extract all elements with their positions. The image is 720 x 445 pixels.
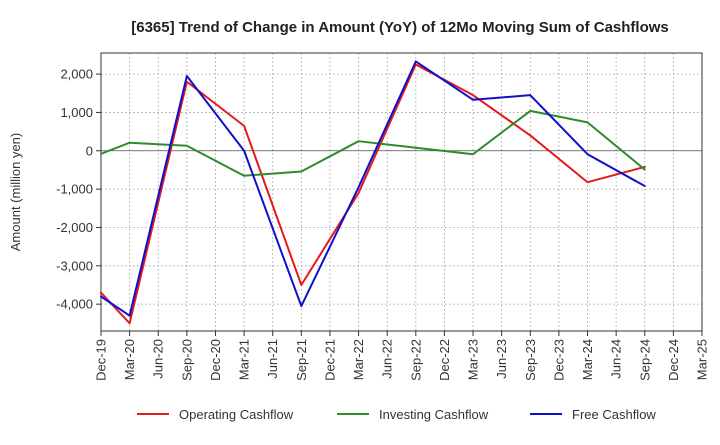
x-tick-label: Mar-22 xyxy=(351,339,366,380)
x-tick-label: Jun-23 xyxy=(494,339,509,379)
x-tick-label: Mar-20 xyxy=(122,339,137,380)
x-tick-label: Dec-19 xyxy=(94,339,109,381)
x-tick-label: Sep-22 xyxy=(408,339,423,381)
legend-label-free-cashflow: Free Cashflow xyxy=(572,407,656,422)
legend-label-investing-cashflow: Investing Cashflow xyxy=(379,407,489,422)
x-tick-label: Mar-24 xyxy=(580,339,595,380)
series-line-free-cashflow xyxy=(100,60,646,317)
y-axis-label: Amount (million yen) xyxy=(8,133,23,252)
x-tick-label: Jun-21 xyxy=(265,339,280,379)
legend: Operating Cashflow Investing Cashflow Free… xyxy=(137,407,656,422)
x-tick-label: Jun-20 xyxy=(151,339,166,379)
y-tick-label: 0 xyxy=(86,143,93,158)
x-tick-label: Mar-25 xyxy=(695,339,710,380)
plot-background xyxy=(101,53,702,331)
x-tick-label: Mar-23 xyxy=(466,339,481,380)
legend-label-operating-cashflow: Operating Cashflow xyxy=(179,407,294,422)
x-tick-label: Dec-20 xyxy=(208,339,223,381)
plot-area: 2,000 1,000 0 -1,000 -2,000 -3,000 -4,000 Dec-1… xyxy=(56,52,710,381)
chart-title: [6365] Trend of Change in Amount (YoY) o… xyxy=(131,19,669,36)
x-tick-label: Sep-21 xyxy=(294,339,309,381)
y-tick-label: 2,000 xyxy=(60,67,93,82)
x-tick-label: Sep-20 xyxy=(179,339,194,381)
x-tick-label: Sep-23 xyxy=(523,339,538,381)
x-tick-label: Mar-21 xyxy=(237,339,252,380)
x-tick-label: Dec-23 xyxy=(551,339,566,381)
x-tick-label: Jun-22 xyxy=(380,339,395,379)
y-tick-label: -3,000 xyxy=(56,258,93,273)
y-tick-label: -2,000 xyxy=(56,220,93,235)
series-line-operating-cashflow xyxy=(100,63,646,325)
y-tick-label: 1,000 xyxy=(60,105,93,120)
x-tick-label: Dec-21 xyxy=(322,339,337,381)
y-tick-label: -1,000 xyxy=(56,182,93,197)
x-tick-label: Sep-24 xyxy=(637,339,652,381)
x-tick-label: Dec-22 xyxy=(437,339,452,381)
x-tick-label: Jun-24 xyxy=(609,339,624,379)
y-tick-label: -4,000 xyxy=(56,297,93,312)
plot-frame xyxy=(100,52,703,332)
x-tick-label: Dec-24 xyxy=(666,339,681,381)
